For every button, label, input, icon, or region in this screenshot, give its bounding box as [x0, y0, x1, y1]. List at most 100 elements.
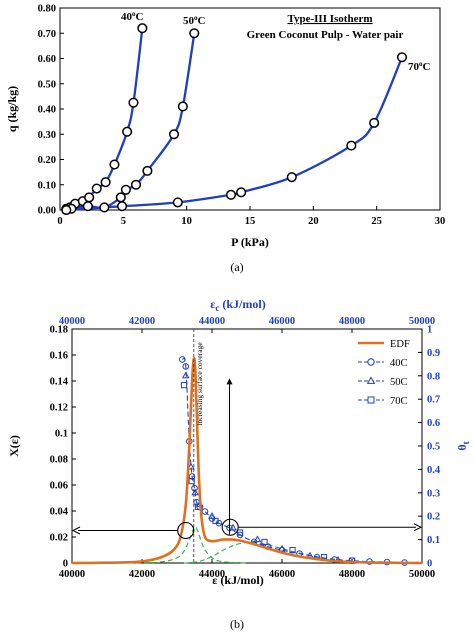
edf-highlight-circle [177, 521, 195, 540]
legend-70c-symbol [367, 396, 375, 404]
isotherm-data-point [168, 129, 180, 140]
isotherm-y-tick-label: 0.70 [38, 29, 56, 40]
coverage-point-70c [289, 547, 296, 554]
coverage-point-40c [182, 363, 190, 370]
edf-y2-tick-label: 0.9 [427, 348, 440, 359]
isotherm-data-point [369, 117, 380, 128]
coverage-point-40c [178, 356, 186, 363]
coverage-point-70c [188, 478, 195, 485]
edf-y-tick-label: 0.16 [50, 351, 68, 362]
coverage-curves [178, 356, 408, 566]
isotherm-data-point [396, 52, 408, 63]
edf-annotations: increasing surface coverage [71, 329, 423, 563]
legend-edf-label: EDF [390, 339, 410, 350]
isotherm-data-point [91, 183, 102, 194]
edf-x2-tick-label: 44000 [199, 316, 225, 327]
isotherm-data-point [172, 197, 183, 208]
isotherm-data-point [137, 23, 148, 34]
isotherm-y-tick-label: 0.40 [38, 105, 56, 116]
isotherm-data-point [236, 187, 247, 198]
isotherm-series-lines [65, 28, 404, 212]
edf-y2-tick-label: 0.6 [427, 418, 440, 429]
isotherm-y-tick-label: 0.50 [38, 79, 56, 90]
edf-x-tick-label: 46000 [269, 569, 295, 580]
isotherm-y-tick-label: 0.20 [38, 155, 56, 166]
edf-y-tick-label: 0.12 [50, 403, 68, 414]
isotherm-series-markers [61, 23, 408, 216]
isotherm-x-tick-label: 15 [245, 216, 256, 227]
right-axis-pointer-head [413, 523, 423, 532]
edf-y-tick-label: 0.14 [50, 377, 69, 388]
edf-y-tick-label: 0.08 [50, 455, 68, 466]
edf-x2-tick-label: 46000 [269, 316, 295, 327]
edf-y2-tick-label: 0.8 [427, 371, 440, 382]
edf-x-tick-label: 40000 [59, 569, 85, 580]
edf-x2-tick-label: 40000 [59, 316, 85, 327]
coverage-point-70c [236, 529, 244, 536]
coverage-point-40c [188, 473, 196, 480]
edf-y2-tick-label: 0.7 [427, 395, 440, 406]
isotherm-x-tick-label: 5 [121, 216, 126, 227]
isotherm-x-ticks: 0 5 10 15 20 25 30 [57, 206, 445, 227]
coverage-point-70c [212, 517, 219, 524]
edf-x2-tick-label: 42000 [129, 316, 155, 327]
isotherm-x-tick-label: 10 [181, 216, 192, 227]
legend-40c-symbol [367, 358, 375, 366]
isotherm-x-tick-label: 25 [371, 216, 382, 227]
edf-x-tick-label: 50000 [409, 569, 435, 580]
edf-legend: EDF 40C 50C 70C [358, 339, 410, 407]
isotherm-data-point [177, 101, 188, 112]
edf-chart: 0 0.02 0.04 0.06 0.08 0.1 0.12 0.14 0.16 0.18 0 0.… [7, 297, 471, 631]
coverage-point-50c [253, 535, 262, 543]
isotherm-data-point [84, 192, 95, 203]
edf-y-ticks: 0 0.02 0.04 0.06 0.08 0.1 0.12 0.14 0.16 0.18 [50, 325, 76, 570]
coverage-point-50c [278, 544, 286, 552]
isotherm-data-point [225, 189, 237, 200]
edf-x2-tick-label: 48000 [339, 316, 365, 327]
edf-curve-layer [71, 356, 423, 565]
edf-component-curve [183, 541, 423, 564]
isotherm-x-tick-label: 20 [308, 216, 319, 227]
edf-x2-axis-label: εc (kJ/mol) [210, 297, 265, 313]
edf-y2-tick-label: 0.2 [427, 512, 440, 523]
edf-component-curves [71, 526, 423, 564]
isotherm-series-labels: 40oC 50oC 70oC [121, 10, 431, 73]
isotherm-y-tick-label: 0.10 [38, 180, 56, 191]
isotherm-x-axis-label: P (kPa) [231, 235, 269, 249]
coverage-point-50c [181, 371, 190, 379]
edf-y-tick-label: 0.1 [55, 429, 68, 440]
edf-y2-axis-label: θt [455, 441, 471, 450]
isotherm-data-point [189, 28, 200, 39]
isotherm-data-point [120, 184, 131, 195]
coverage-direction-label: increasing surface coverage [195, 342, 204, 426]
isotherm-data-point [100, 177, 111, 188]
edf-x-tick-label: 48000 [339, 569, 365, 580]
coverage-point-50c [229, 523, 237, 531]
isotherm-data-point [346, 140, 357, 151]
coverage-point-50c [191, 488, 200, 496]
isotherm-data-point [117, 201, 128, 212]
edf-x-tick-label: 44000 [199, 569, 225, 580]
isotherm-title: Type-III Isotherm [287, 13, 372, 25]
edf-x-ticks: 40000 42000 44000 46000 48000 50000 [59, 559, 435, 580]
isotherm-series-label: 40oC [121, 10, 144, 23]
edf-y2-tick-label: 0 [427, 559, 432, 570]
isotherm-x-tick-label: 30 [435, 216, 446, 227]
edf-y-tick-label: 0 [63, 559, 68, 570]
isotherm-data-point [109, 159, 120, 170]
isotherm-data-point [130, 179, 142, 190]
edf-y2-tick-label: 0.5 [427, 442, 440, 453]
isotherm-data-point [82, 201, 93, 212]
isotherm-y-tick-label: 0.60 [38, 54, 56, 65]
edf-x2-tick-label: 50000 [409, 316, 435, 327]
isotherm-y-axis-label: q (kg/kg) [5, 86, 19, 132]
edf-y-axis-label: X(ε) [7, 435, 21, 457]
isotherm-data-point [99, 202, 110, 213]
coverage-point-70c [180, 382, 188, 389]
isotherm-caption: (a) [230, 260, 243, 274]
edf-y2-tick-label: 1 [427, 325, 432, 336]
coverage-curve [181, 357, 405, 564]
coverage-point-40c [201, 508, 209, 515]
legend-50c-symbol [366, 376, 376, 384]
